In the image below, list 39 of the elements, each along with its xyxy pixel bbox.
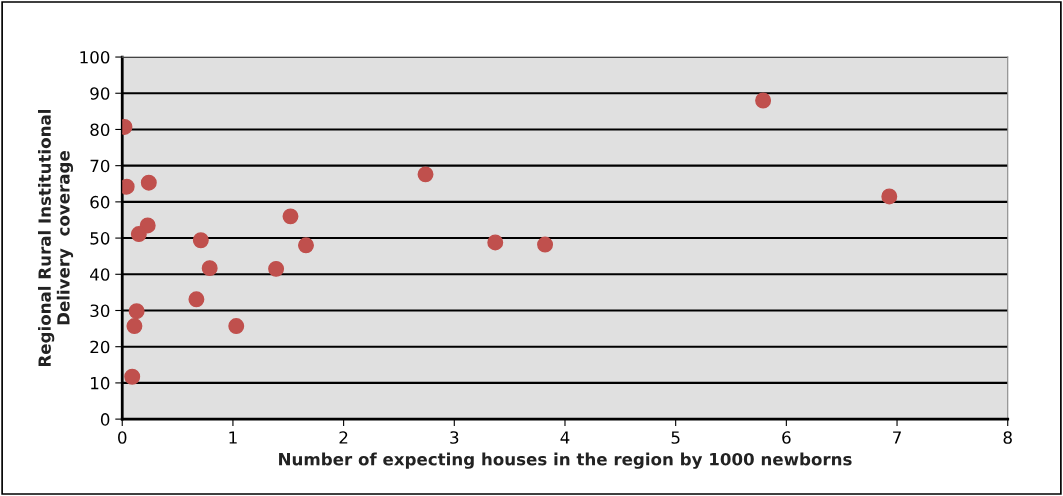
x-tick-label: 5 — [671, 431, 680, 444]
y-tick-label: 90 — [90, 87, 110, 100]
x-tick-label: 2 — [339, 431, 348, 444]
x-tick-label: 1 — [229, 431, 237, 444]
y-tick-label: 50 — [90, 232, 110, 245]
point — [298, 237, 314, 254]
y-tick-label: 20 — [90, 340, 110, 354]
x-tick-label: 4 — [560, 431, 570, 444]
point — [417, 166, 434, 183]
point — [192, 232, 209, 249]
point — [124, 368, 141, 385]
y-tick-label: 30 — [90, 304, 110, 318]
x-axis-title: Number of expecting houses in the region by 1000 newborns — [279, 452, 852, 469]
y-tick-label: 0 — [100, 413, 110, 426]
point — [268, 260, 285, 277]
point — [537, 236, 554, 253]
y-axis-title: Regional Rural Institutional Delivery coverage — [38, 109, 74, 367]
point — [201, 260, 218, 277]
y-tick-label: 100 — [80, 51, 110, 64]
point — [126, 318, 143, 335]
y-tick-label: 60 — [90, 195, 110, 209]
x-tick-label: 0 — [118, 431, 127, 444]
point — [140, 174, 157, 191]
x-tick-label: 6 — [782, 431, 791, 444]
x-tick-label: 3 — [450, 431, 459, 444]
point — [881, 188, 898, 205]
y-tick-label: 40 — [90, 268, 110, 281]
point — [282, 208, 299, 225]
y-tick-label: 80 — [90, 123, 110, 137]
point — [755, 92, 772, 109]
y-tick-label: 10 — [91, 376, 110, 390]
point — [188, 291, 205, 308]
point — [228, 318, 245, 335]
point — [128, 303, 145, 320]
y-tick-label: 70 — [90, 159, 110, 173]
point — [487, 234, 504, 251]
x-tick-label: 8 — [1003, 431, 1012, 444]
x-tick-label: 7 — [893, 431, 901, 444]
point — [130, 226, 147, 243]
